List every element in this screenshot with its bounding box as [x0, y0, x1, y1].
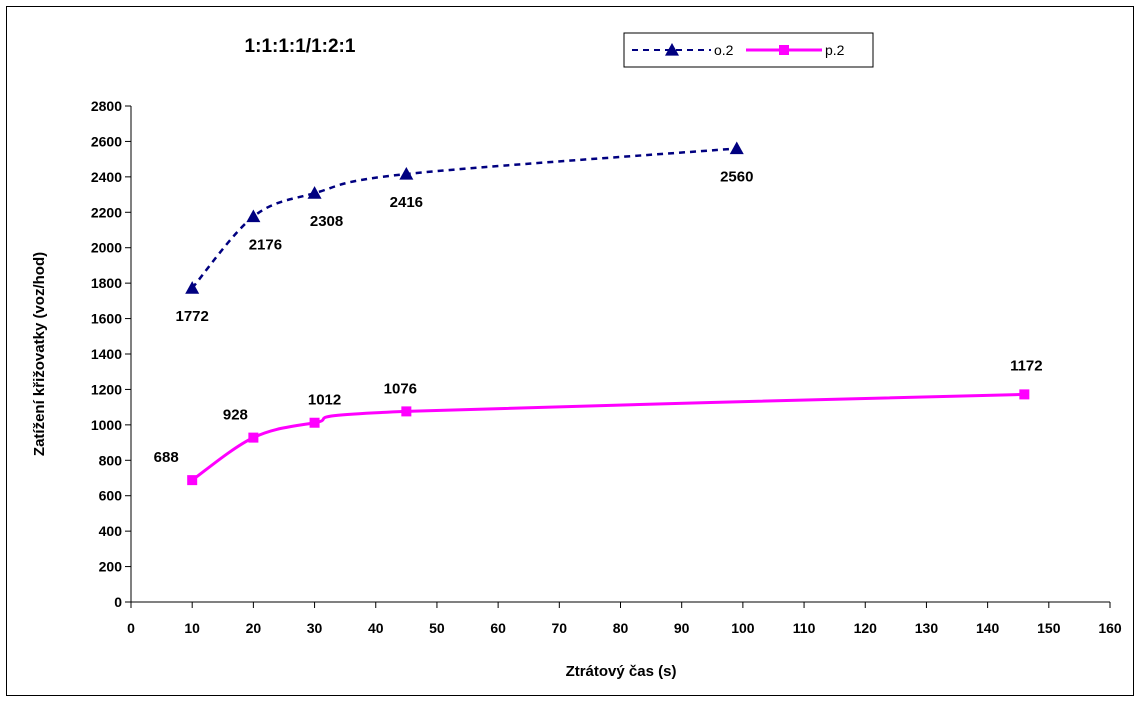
- y-tick-label: 1400: [91, 346, 122, 362]
- data-label-o2: 2308: [310, 213, 343, 230]
- x-tick-label: 140: [976, 620, 1000, 636]
- y-tick-label: 800: [99, 452, 123, 468]
- legend: o.2 p.2: [624, 33, 873, 67]
- x-tick-label: 130: [915, 620, 939, 636]
- y-tick-label: 1000: [91, 417, 122, 433]
- x-tick-label: 160: [1098, 620, 1122, 636]
- x-tick-label: 20: [246, 620, 262, 636]
- axes: [131, 106, 1110, 602]
- data-point-p2: [401, 406, 411, 416]
- y-tick-label: 2400: [91, 169, 122, 185]
- data-label-p2: 688: [154, 449, 179, 466]
- legend-label-o2: o.2: [714, 42, 734, 58]
- x-tick-label: 40: [368, 620, 384, 636]
- y-tick-label: 1200: [91, 381, 122, 397]
- x-tick-label: 150: [1037, 620, 1061, 636]
- data-point-p2: [1019, 389, 1029, 399]
- x-axis-title: Ztrátový čas (s): [566, 663, 677, 680]
- data-point-p2: [248, 433, 258, 443]
- series-layer: 1772 2176 2308 2416 2560 688 928 1012 1076 1172: [154, 142, 1043, 486]
- y-tick-label: 400: [99, 523, 123, 539]
- y-tick-label: 2000: [91, 240, 122, 256]
- x-tick-label: 120: [854, 620, 878, 636]
- data-label-o2: 2176: [249, 237, 282, 254]
- legend-label-p2: p.2: [825, 42, 845, 58]
- x-tick-label: 50: [429, 620, 445, 636]
- x-ticks: 0 10 20 30 40 50 60 70 80 90 100 110 120 130 140 150 160: [127, 602, 1122, 636]
- data-point-o2: [730, 142, 744, 155]
- data-label-o2: 2416: [390, 194, 423, 211]
- x-tick-label: 0: [127, 620, 135, 636]
- data-point-p2: [310, 418, 320, 428]
- data-label-p2: 1172: [1010, 357, 1043, 374]
- x-tick-label: 60: [490, 620, 506, 636]
- x-tick-label: 30: [307, 620, 323, 636]
- y-tick-label: 200: [99, 559, 123, 575]
- y-tick-label: 600: [99, 488, 123, 504]
- x-tick-label: 70: [552, 620, 568, 636]
- data-point-o2: [246, 210, 260, 223]
- data-label-o2: 2560: [720, 169, 753, 186]
- y-axis-title: Zatížení křižovatky (voz/hod): [31, 252, 48, 456]
- y-tick-label: 2200: [91, 204, 122, 220]
- legend-marker-p2: [779, 45, 789, 55]
- data-point-o2: [399, 167, 413, 180]
- data-label-p2: 1076: [384, 380, 417, 397]
- y-tick-label: 0: [114, 594, 122, 610]
- x-tick-label: 80: [613, 620, 629, 636]
- x-tick-label: 90: [674, 620, 690, 636]
- y-tick-label: 1600: [91, 311, 122, 327]
- data-label-p2: 1012: [308, 392, 341, 409]
- y-tick-label: 2800: [91, 98, 122, 114]
- y-tick-label: 2600: [91, 133, 122, 149]
- x-tick-label: 100: [731, 620, 755, 636]
- data-label-o2: 1772: [176, 308, 209, 325]
- chart-title: 1:1:1:1/1:2:1: [245, 36, 356, 57]
- x-tick-label: 10: [184, 620, 200, 636]
- data-point-o2: [185, 281, 199, 294]
- x-tick-label: 110: [793, 620, 816, 636]
- data-point-p2: [187, 475, 197, 485]
- y-tick-label: 1800: [91, 275, 122, 291]
- y-ticks: 0 200 400 600 800 1000 1200 1400 1600 1800 2000 220…: [91, 98, 131, 610]
- data-label-p2: 928: [223, 407, 248, 424]
- series-line-o2: [192, 149, 737, 289]
